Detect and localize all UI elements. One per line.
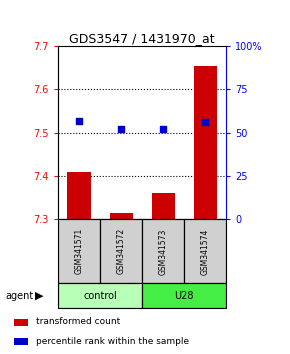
Bar xyxy=(14,319,28,326)
Point xyxy=(161,126,165,132)
Text: GSM341571: GSM341571 xyxy=(75,228,84,274)
Bar xyxy=(152,193,175,219)
Bar xyxy=(110,213,133,219)
Bar xyxy=(100,219,142,283)
Bar xyxy=(142,283,226,308)
Bar xyxy=(14,338,28,345)
Text: control: control xyxy=(83,291,117,301)
Point xyxy=(119,126,124,132)
Text: U28: U28 xyxy=(174,291,194,301)
Title: GDS3547 / 1431970_at: GDS3547 / 1431970_at xyxy=(69,32,215,45)
Text: GSM341572: GSM341572 xyxy=(117,228,126,274)
Text: transformed count: transformed count xyxy=(36,317,120,326)
Bar xyxy=(68,172,90,219)
Text: percentile rank within the sample: percentile rank within the sample xyxy=(36,337,189,346)
Text: agent: agent xyxy=(6,291,34,301)
Point xyxy=(203,120,208,125)
Text: GSM341574: GSM341574 xyxy=(201,228,210,275)
Bar xyxy=(58,283,142,308)
Point xyxy=(77,118,81,124)
Bar xyxy=(194,65,217,219)
Text: ▶: ▶ xyxy=(35,291,44,301)
Text: GSM341573: GSM341573 xyxy=(159,228,168,275)
Bar xyxy=(184,219,226,283)
Bar xyxy=(58,219,100,283)
Bar xyxy=(142,219,184,283)
